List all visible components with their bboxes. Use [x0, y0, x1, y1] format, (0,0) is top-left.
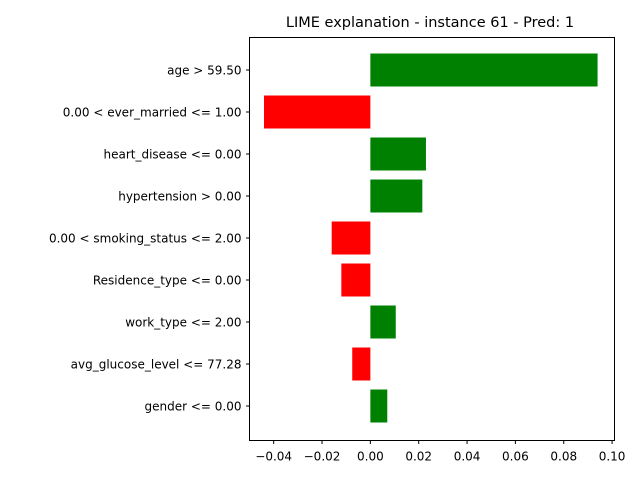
bar-0	[370, 53, 598, 87]
category-label-0: age > 59.50	[167, 64, 241, 78]
x-tick-label-4: 0.04	[454, 450, 481, 464]
x-tick-label-1: −0.02	[304, 450, 341, 464]
category-labels-group: age > 59.50 0.00 < ever_married <= 1.00 he…	[49, 64, 250, 414]
category-label-2: heart_disease <= 0.00	[103, 148, 241, 162]
category-label-1: 0.00 < ever_married <= 1.00	[63, 106, 242, 120]
bar-2	[370, 137, 426, 171]
category-label-6: work_type <= 2.00	[125, 316, 241, 330]
category-label-5: Residence_type <= 0.00	[93, 274, 242, 288]
bar-6	[370, 305, 396, 339]
x-tick-label-5: 0.06	[502, 450, 529, 464]
bar-5	[341, 263, 371, 297]
x-tick-label-0: −0.04	[255, 450, 292, 464]
bar-8	[370, 389, 388, 423]
category-label-3: hypertension > 0.00	[118, 190, 241, 204]
x-tick-label-3: 0.02	[405, 450, 432, 464]
x-tick-label-6: 0.08	[550, 450, 577, 464]
bars-group	[264, 53, 598, 423]
bar-4	[331, 221, 371, 255]
bar-3	[370, 179, 423, 213]
plot-frame	[249, 37, 615, 441]
x-ticks-group: −0.04 −0.02 0.00 0.02 0.04 0.06 0.08 0.10	[255, 440, 626, 464]
x-tick-label-7: 0.10	[599, 450, 626, 464]
chart-title: LIME explanation - instance 61 - Pred: 1	[286, 15, 574, 31]
category-label-8: gender <= 0.00	[145, 400, 242, 414]
x-tick-label-2: 0.00	[357, 450, 384, 464]
category-label-7: avg_glucose_level <= 77.28	[71, 358, 242, 372]
bar-7	[352, 347, 371, 381]
category-label-4: 0.00 < smoking_status <= 2.00	[49, 232, 242, 246]
bar-1	[264, 95, 371, 129]
